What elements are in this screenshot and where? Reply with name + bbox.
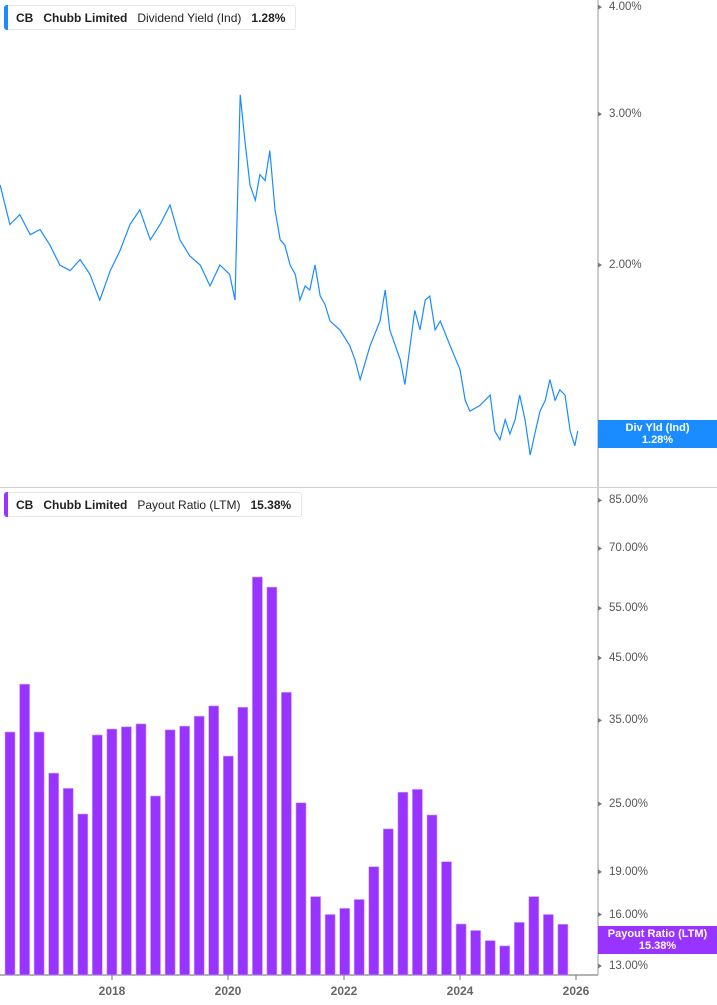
- payout-bar: [121, 726, 132, 976]
- x-tick-label: 2018: [98, 984, 126, 998]
- y-tick-mark: [598, 545, 602, 551]
- payout-bar: [193, 715, 205, 976]
- payout-bar: [412, 789, 423, 976]
- dividend-yield-line: [0, 94, 579, 456]
- y-tick-label: 16.00%: [609, 908, 649, 921]
- legend-value: 1.28%: [251, 10, 286, 25]
- payout-bar: [4, 731, 16, 976]
- payout-bar: [310, 896, 321, 976]
- payout-bar: [499, 945, 511, 976]
- payout-bar: [368, 866, 380, 976]
- payout-bar: [33, 731, 45, 976]
- y-tick-label: 85.00%: [609, 494, 649, 507]
- y-tick-mark: [598, 963, 602, 969]
- payout-bar: [281, 691, 292, 976]
- payout-bar: [513, 922, 525, 976]
- payout-bar: [455, 923, 467, 976]
- payout-bar: [484, 940, 496, 976]
- x-tick-label: 2022: [330, 984, 358, 998]
- y-tick-label: 25.00%: [609, 797, 649, 810]
- payout-bar: [164, 729, 176, 976]
- payout-bar: [208, 705, 219, 976]
- y-tick-label: 3.00%: [609, 108, 642, 121]
- y-tick-mark: [598, 4, 602, 10]
- y-tick-label: 2.00%: [609, 259, 642, 271]
- y-tick-mark: [598, 717, 602, 723]
- y-tick-mark: [598, 605, 602, 611]
- tag-label: Payout Ratio (LTM): [607, 928, 708, 940]
- y-tick-label: 4.00%: [609, 1, 642, 14]
- tag-label: Div Yld (Ind): [625, 422, 690, 434]
- axis-tick-marks: [111, 4, 602, 980]
- payout-bar: [441, 861, 452, 976]
- payout-bar: [426, 814, 438, 976]
- payout-bar: [382, 828, 394, 976]
- legend-company: Chubb Limited: [43, 497, 128, 512]
- y-tick-mark: [598, 262, 602, 268]
- legend-ticker: CB: [16, 497, 34, 512]
- x-tick-label: 2026: [562, 984, 590, 998]
- payout-bar: [150, 795, 161, 976]
- payout-bar: [324, 914, 336, 976]
- dividend-yield-last-value-tag: Div Yld (Ind) 1.28%: [598, 420, 717, 448]
- series-color-swatch: [4, 5, 8, 30]
- legend-company: Chubb Limited: [43, 10, 128, 25]
- payout-bar: [106, 728, 118, 976]
- legend-value: 15.38%: [250, 497, 292, 512]
- y-tick-mark: [598, 801, 602, 807]
- y-tick-label: 70.00%: [609, 542, 649, 555]
- payout-bar: [397, 791, 409, 976]
- payout-bar: [19, 683, 30, 976]
- y-tick-mark: [598, 497, 602, 503]
- x-tick-label: 2020: [214, 984, 242, 998]
- y-tick-mark: [598, 111, 602, 117]
- tag-value: 1.28%: [641, 434, 674, 446]
- payout-bar: [266, 586, 278, 976]
- legend-metric: Payout Ratio (LTM): [137, 497, 241, 512]
- payout-bar: [557, 923, 569, 976]
- x-tick-label: 2024: [446, 984, 474, 998]
- y-tick-label: 35.00%: [609, 714, 649, 727]
- payout-bar: [353, 899, 365, 976]
- payout-ratio-last-value-tag: Payout Ratio (LTM) 15.38%: [598, 926, 717, 954]
- y-tick-mark: [598, 912, 602, 918]
- payout-bar: [223, 755, 234, 976]
- y-tick-mark: [598, 869, 602, 875]
- payout-bar: [135, 723, 147, 976]
- payout-bar: [543, 914, 554, 976]
- legend-metric: Dividend Yield (Ind): [137, 10, 242, 25]
- y-tick-label: 19.00%: [609, 865, 649, 878]
- payout-bar: [179, 725, 190, 976]
- y-tick-label: 55.00%: [609, 602, 649, 615]
- top-legend[interactable]: CB Chubb Limited Dividend Yield (Ind) 1.…: [4, 5, 297, 30]
- payout-bars: [4, 576, 569, 976]
- payout-bar: [77, 813, 89, 976]
- series-color-swatch: [4, 492, 8, 517]
- payout-bar: [470, 930, 481, 976]
- payout-bar: [339, 908, 351, 976]
- payout-bar: [48, 772, 60, 976]
- y-tick-label: 45.00%: [609, 652, 649, 665]
- tag-value: 15.38%: [638, 940, 677, 952]
- payout-bar: [528, 896, 540, 976]
- payout-bar: [92, 734, 103, 976]
- payout-bar: [62, 788, 74, 976]
- payout-bar: [295, 802, 307, 976]
- y-tick-label: 13.00%: [609, 960, 649, 972]
- bottom-legend[interactable]: CB Chubb Limited Payout Ratio (LTM) 15.3…: [4, 492, 303, 517]
- payout-bar: [237, 706, 249, 976]
- payout-bar: [252, 576, 263, 976]
- y-tick-mark: [598, 655, 602, 661]
- legend-ticker: CB: [16, 10, 34, 25]
